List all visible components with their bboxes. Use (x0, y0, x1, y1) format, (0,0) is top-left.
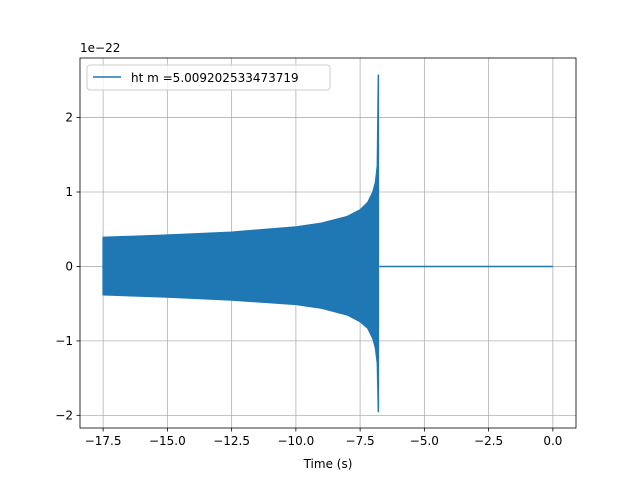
legend: ht m =5.009202533473719 (86, 64, 331, 91)
x-axis-label: Time (s) (303, 457, 353, 471)
waveform-envelope (102, 74, 380, 413)
y-tick-label: 2 (65, 111, 73, 125)
plot-area (102, 74, 553, 413)
legend-label: ht m =5.009202533473719 (131, 71, 299, 85)
legend-box (86, 64, 331, 91)
y-tick-label: −1 (55, 334, 73, 348)
y-tick-label: 0 (65, 259, 73, 273)
ticks: −17.5 −15.0 −12.5 −10.0 −7.5 −5.0 −2.5 0.0 −2 −1 0… (55, 111, 562, 448)
x-tick-label: 0.0 (543, 434, 562, 448)
x-tick-label: −15.0 (149, 434, 186, 448)
x-tick-label: −17.5 (85, 434, 122, 448)
y-tick-label: −2 (55, 408, 73, 422)
x-tick-label: −5.0 (410, 434, 439, 448)
x-tick-label: −12.5 (213, 434, 250, 448)
y-offset-label: 1e−22 (80, 41, 120, 55)
axes-frame (79, 57, 577, 429)
x-tick-label: −2.5 (474, 434, 503, 448)
y-tick-label: 1 (65, 185, 73, 199)
x-tick-label: −10.0 (277, 434, 314, 448)
x-tick-label: −7.5 (346, 434, 375, 448)
